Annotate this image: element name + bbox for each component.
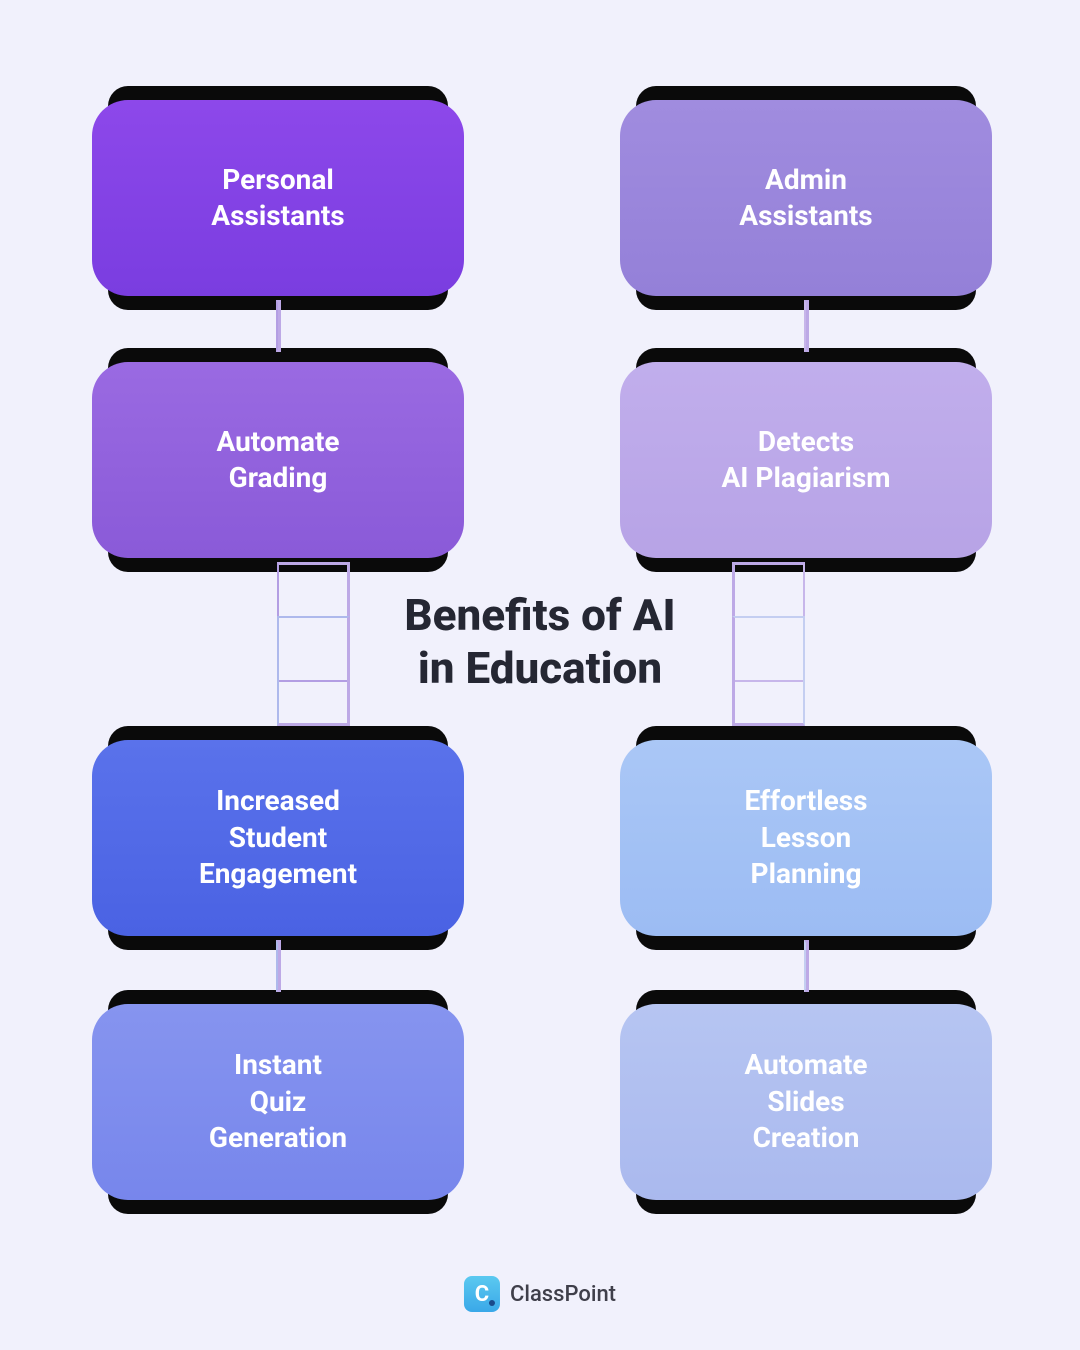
benefit-box: Personal Assistants — [92, 100, 464, 296]
benefit-box: Detects AI Plagiarism — [620, 362, 992, 558]
connector-line — [277, 616, 350, 726]
connector-line — [804, 940, 809, 992]
benefit-label: Detects AI Plagiarism — [721, 424, 890, 497]
benefit-label: Admin Assistants — [739, 162, 872, 235]
brand-icon-letter: C — [475, 1282, 489, 1307]
benefit-label: Automate Slides Creation — [744, 1047, 867, 1156]
benefit-box: Automate Slides Creation — [620, 1004, 992, 1200]
benefit-label: Personal Assistants — [211, 162, 344, 235]
box-automate-slides-creation: Automate Slides Creation — [620, 1004, 992, 1200]
benefit-box: Increased Student Engagement — [92, 740, 464, 936]
benefit-label: Instant Quiz Generation — [209, 1047, 347, 1156]
brand-name: ClassPoint — [510, 1282, 616, 1307]
box-automate-grading: Automate Grading — [92, 362, 464, 558]
box-admin-assistants: Admin Assistants — [620, 100, 992, 296]
box-increased-student-engagement: Increased Student Engagement — [92, 740, 464, 936]
box-detects-ai-plagiarism: Detects AI Plagiarism — [620, 362, 992, 558]
benefit-label: Increased Student Engagement — [199, 783, 357, 892]
box-effortless-lesson-planning: Effortless Lesson Planning — [620, 740, 992, 936]
box-personal-assistants: Personal Assistants — [92, 100, 464, 296]
infographic-canvas: Personal Assistants Admin Assistants Autom… — [0, 0, 1080, 1350]
brand-footer: C ClassPoint — [464, 1276, 616, 1312]
brand-icon: C — [464, 1276, 500, 1312]
connector-line — [804, 300, 809, 352]
box-instant-quiz-generation: Instant Quiz Generation — [92, 1004, 464, 1200]
benefit-box: Admin Assistants — [620, 100, 992, 296]
benefit-label: Automate Grading — [216, 424, 339, 497]
benefit-box: Effortless Lesson Planning — [620, 740, 992, 936]
benefit-box: Instant Quiz Generation — [92, 1004, 464, 1200]
brand-icon-dot — [489, 1300, 495, 1306]
benefit-box: Automate Grading — [92, 362, 464, 558]
benefit-label: Effortless Lesson Planning — [744, 783, 867, 892]
connector-line — [276, 940, 281, 992]
connector-line — [276, 300, 281, 352]
main-title: Benefits of AI in Education — [404, 589, 675, 695]
connector-line — [732, 616, 805, 726]
